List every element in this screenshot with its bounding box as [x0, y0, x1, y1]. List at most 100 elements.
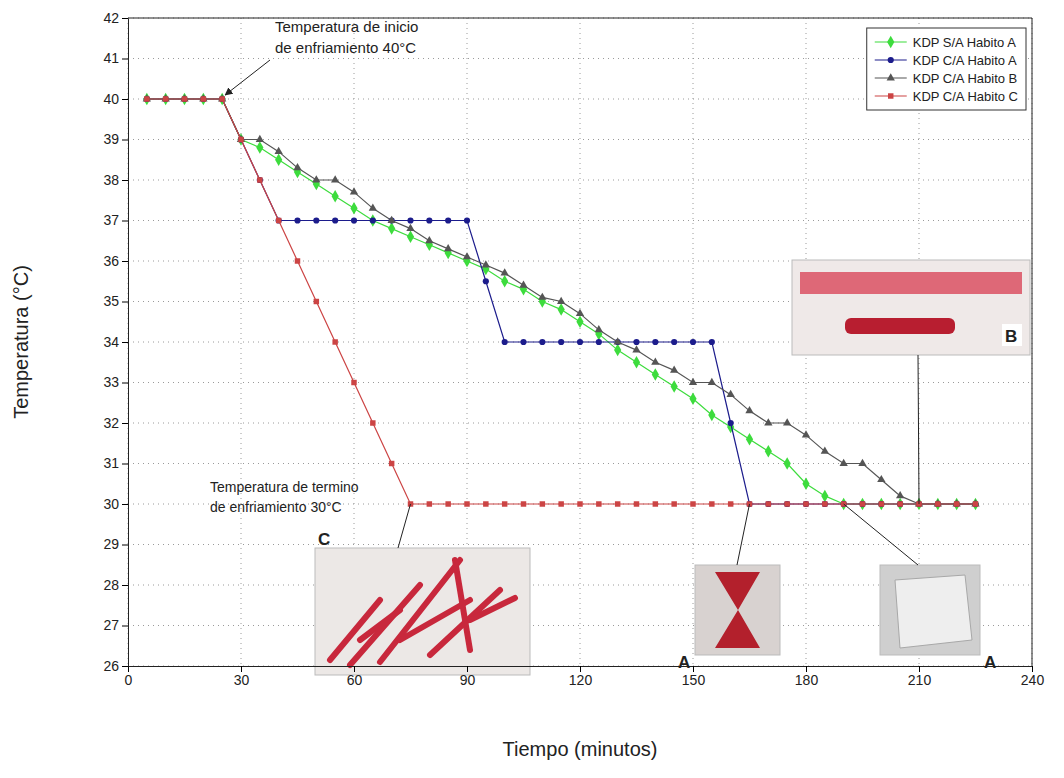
tick: 60: [347, 666, 363, 688]
marker: [369, 204, 377, 211]
marker: [727, 390, 735, 397]
tick-label: 38: [103, 172, 119, 188]
marker: [144, 96, 149, 101]
marker: [275, 154, 282, 166]
marker: [671, 380, 678, 392]
series-line: [147, 99, 976, 504]
annotation: de enfriamiento 30°C: [210, 499, 342, 515]
tick-label: 60: [347, 672, 363, 688]
marker: [934, 498, 941, 510]
marker: [821, 447, 829, 454]
tick: 30: [103, 496, 128, 512]
marker: [860, 501, 865, 506]
marker: [576, 316, 583, 328]
marker: [520, 339, 526, 345]
marker: [896, 491, 904, 498]
tick: 240: [1021, 666, 1045, 688]
legend-label: KDP C/A Habito C: [913, 89, 1018, 104]
marker: [728, 501, 733, 506]
tick: 36: [103, 253, 128, 269]
marker: [144, 96, 150, 102]
marker: [596, 501, 601, 506]
marker: [858, 459, 866, 466]
tick-label: 120: [569, 672, 593, 688]
series-line: [147, 99, 976, 504]
photo-crystal: [845, 318, 955, 334]
grid-line-y: [128, 139, 1032, 140]
marker: [633, 356, 640, 368]
photo: [880, 565, 980, 655]
photo: [695, 565, 780, 655]
tick: 39: [103, 131, 128, 147]
tick-label: 41: [103, 50, 119, 66]
marker: [670, 366, 678, 373]
frame: [128, 18, 1032, 19]
tick: 180: [795, 666, 819, 688]
marker: [482, 260, 490, 267]
series: [144, 96, 978, 506]
grid-line-x: [1032, 18, 1033, 666]
annotation: de enfriamiento 40°C: [275, 39, 416, 56]
y-axis-title: Temperatura (°C): [10, 265, 32, 419]
marker: [765, 445, 772, 457]
marker: [464, 501, 469, 506]
photo-crystal: [470, 598, 515, 620]
marker: [180, 94, 188, 101]
chart-svg: 0306090120150180210240262728293031323334…: [0, 0, 1064, 778]
label-patch: [1002, 324, 1022, 346]
legend: KDP S/A Habito AKDP C/A Habito AKDP C/A …: [867, 28, 1026, 110]
marker: [406, 224, 414, 231]
marker: [199, 94, 207, 101]
photo-crystal: [895, 575, 972, 648]
marker: [464, 217, 470, 223]
marker: [690, 339, 696, 345]
tick-label: 35: [103, 293, 119, 309]
tick-label: 29: [103, 536, 119, 552]
marker: [182, 96, 187, 101]
marker: [219, 96, 224, 101]
tick-label: 39: [103, 131, 119, 147]
grid-line-y: [128, 463, 1032, 464]
tick-label: 36: [103, 253, 119, 269]
marker: [218, 94, 226, 101]
marker: [540, 501, 545, 506]
marker: [879, 501, 884, 506]
tick-mark: [122, 59, 128, 60]
marker: [671, 501, 676, 506]
marker: [784, 501, 789, 506]
marker: [293, 163, 301, 170]
photo-crystal: [800, 272, 1022, 294]
tick-mark: [122, 140, 128, 141]
x-axis-title: Tiempo (minutos): [503, 738, 658, 760]
tick: 41: [103, 50, 128, 66]
tick: 31: [103, 455, 128, 471]
tick-label: 240: [1021, 672, 1045, 688]
tick-label: 0: [125, 672, 133, 688]
marker: [935, 501, 940, 506]
marker: [350, 202, 357, 214]
marker: [671, 339, 677, 345]
marker: [163, 96, 168, 101]
marker: [973, 501, 978, 506]
marker: [389, 461, 394, 466]
photo-crystal: [360, 610, 400, 640]
marker: [557, 297, 565, 304]
marker: [388, 222, 395, 234]
marker: [708, 409, 715, 421]
marker: [369, 214, 376, 226]
tick: 27: [103, 617, 128, 633]
tick-mark: [122, 464, 128, 465]
tick-mark: [122, 383, 128, 384]
marker: [877, 475, 885, 482]
series-line: [147, 99, 976, 504]
marker: [708, 378, 716, 385]
marker: [351, 380, 356, 385]
marker: [728, 420, 734, 426]
grid-line-y: [128, 544, 1032, 545]
legend-label: KDP C/A Habito A: [913, 53, 1017, 68]
legend-marker: [888, 57, 894, 63]
tick-label: 34: [103, 334, 119, 350]
marker: [784, 501, 790, 507]
marker: [501, 275, 508, 287]
grid-line-y: [128, 382, 1032, 383]
